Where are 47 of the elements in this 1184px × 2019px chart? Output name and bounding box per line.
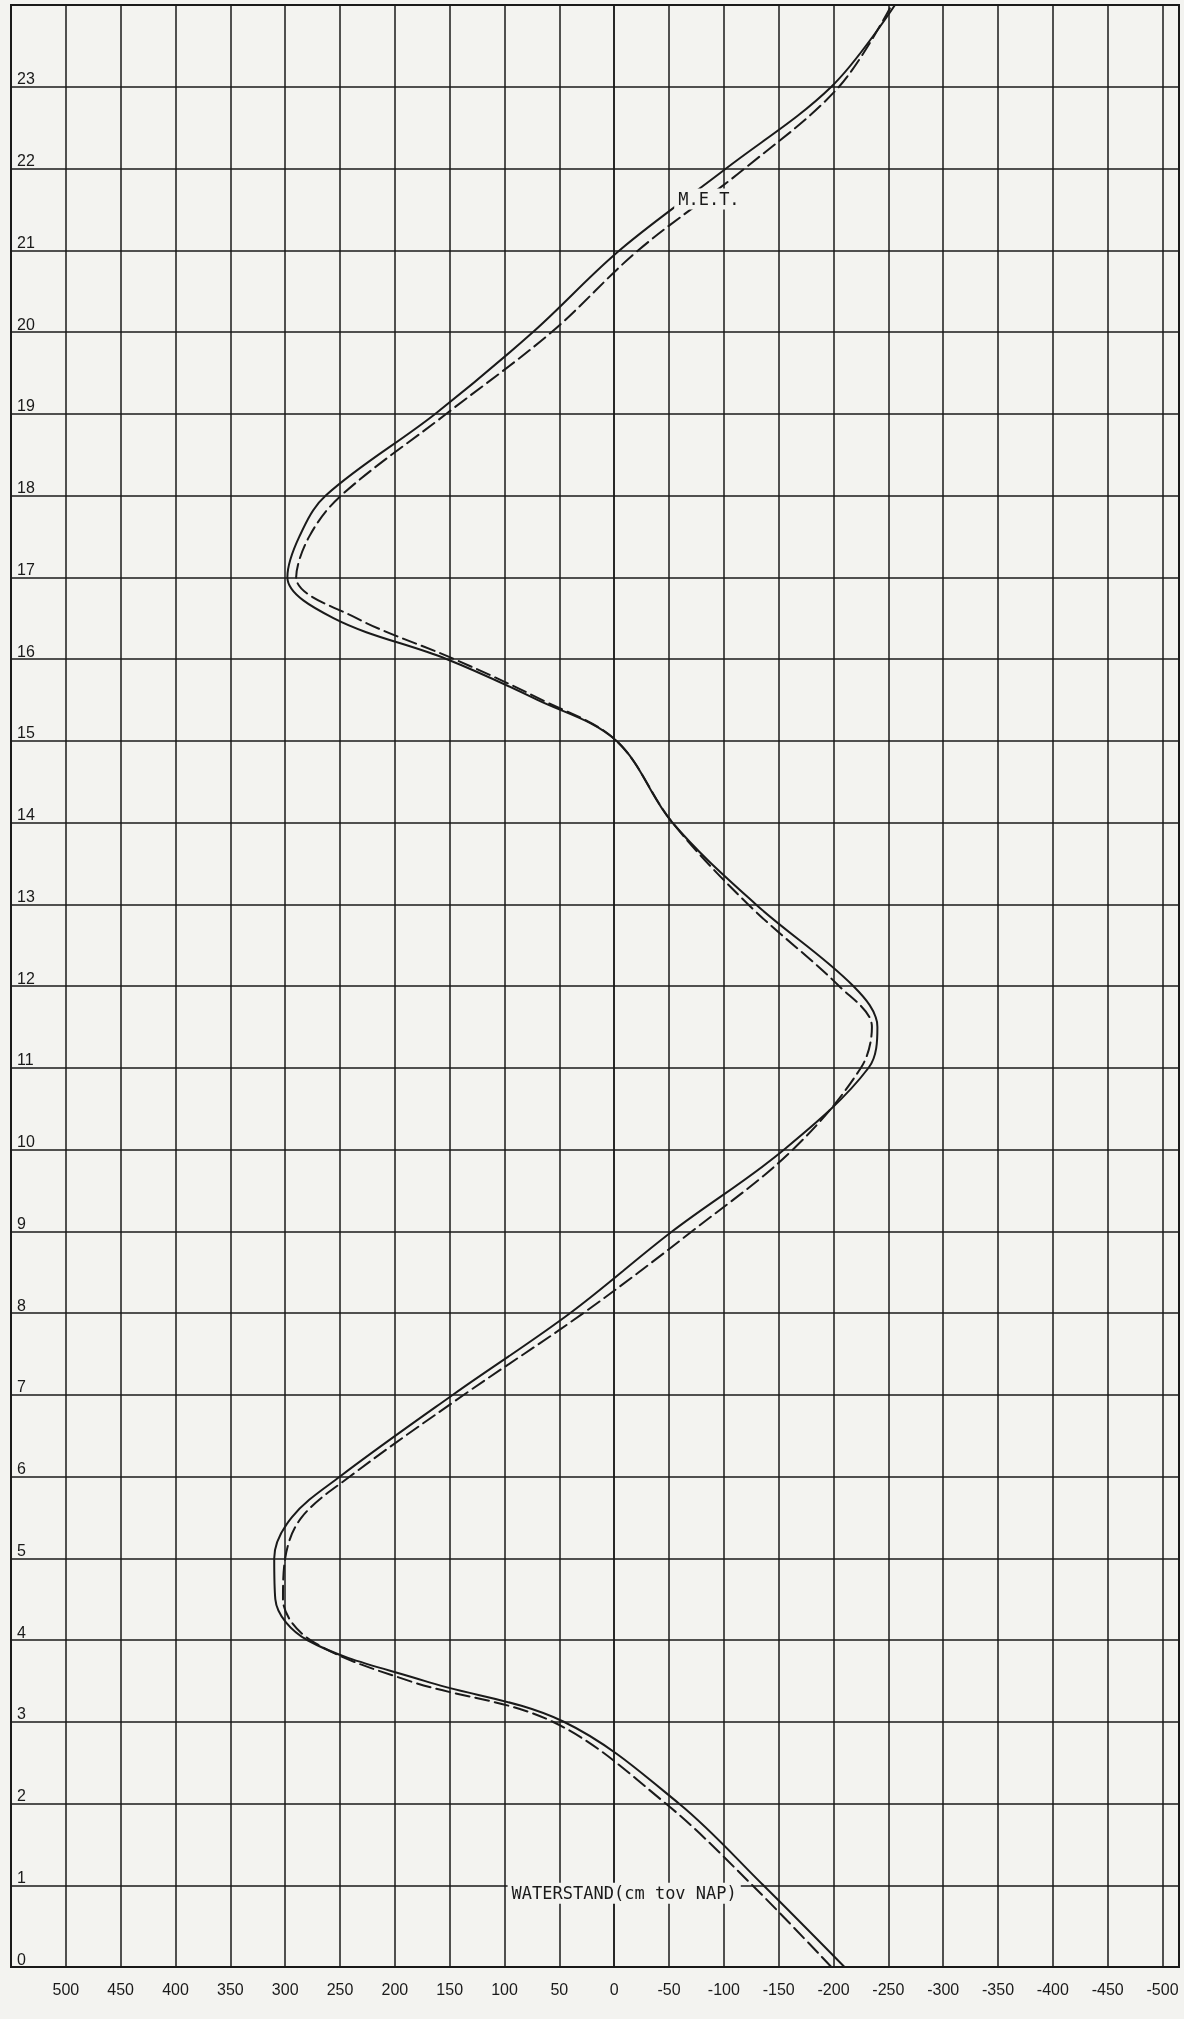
x-tick-label: 200	[381, 1980, 409, 1998]
x-tick-label: -300	[927, 1980, 960, 1998]
x-tick-label: 400	[162, 1980, 189, 1998]
x-tick-label: -150	[762, 1980, 795, 1998]
y-tick-label: 15	[17, 724, 35, 742]
y-tick-label: 18	[17, 479, 35, 496]
y-tick-label: 19	[17, 397, 35, 415]
x-tick-label: 150	[436, 1980, 464, 1998]
y-tick-label: 6	[17, 1460, 26, 1477]
y-tick-label: 9	[17, 1214, 26, 1232]
x-tick-label: -250	[872, 1980, 905, 1998]
x-tick-label: -500	[1146, 1980, 1179, 1998]
y-tick-label: 0	[17, 1950, 26, 1968]
x-axis-title: WATERSTAND(cm tov NAP)	[511, 1883, 737, 1904]
y-tick-label: 16	[17, 642, 35, 660]
y-tick-label: 7	[17, 1378, 26, 1396]
y-tick-label: 20	[17, 315, 35, 333]
y-tick-label: 1	[17, 1868, 26, 1886]
x-tick-label: 50	[550, 1980, 569, 1998]
y-tick-label: 4	[17, 1623, 26, 1641]
x-tick-label: 500	[52, 1980, 80, 1998]
y-tick-label: 5	[17, 1541, 26, 1559]
x-tick-label: 450	[107, 1980, 135, 1998]
x-tick-label: -200	[817, 1980, 850, 1998]
x-tick-label: 250	[326, 1980, 354, 1998]
x-tick-label: 350	[216, 1980, 244, 1998]
y-tick-label: 3	[17, 1705, 26, 1723]
x-tick-label: -450	[1091, 1980, 1124, 1998]
x-tick-label: -350	[982, 1980, 1015, 1998]
y-tick-label: 2	[17, 1787, 26, 1804]
x-tick-label: -400	[1036, 1980, 1069, 1998]
y-tick-label: 17	[17, 560, 35, 578]
y-axis-title: M.E.T.	[678, 189, 740, 210]
y-tick-label: 12	[17, 969, 35, 987]
y-tick-label: 22	[17, 152, 35, 169]
x-tick-label: -100	[707, 1980, 740, 1998]
y-tick-label: 21	[17, 233, 35, 251]
y-tick-label: 8	[17, 1296, 26, 1314]
y-tick-label: 11	[17, 1051, 34, 1069]
y-tick-label: 23	[17, 70, 35, 88]
y-tick-label: 13	[17, 887, 35, 905]
x-tick-label: 300	[271, 1980, 299, 1998]
x-tick-label: -50	[657, 1980, 681, 1998]
y-tick-label: 10	[17, 1133, 35, 1150]
x-tick-label: 100	[491, 1980, 518, 1998]
y-tick-label: 14	[17, 806, 35, 823]
x-tick-label: 0	[609, 1980, 619, 1998]
